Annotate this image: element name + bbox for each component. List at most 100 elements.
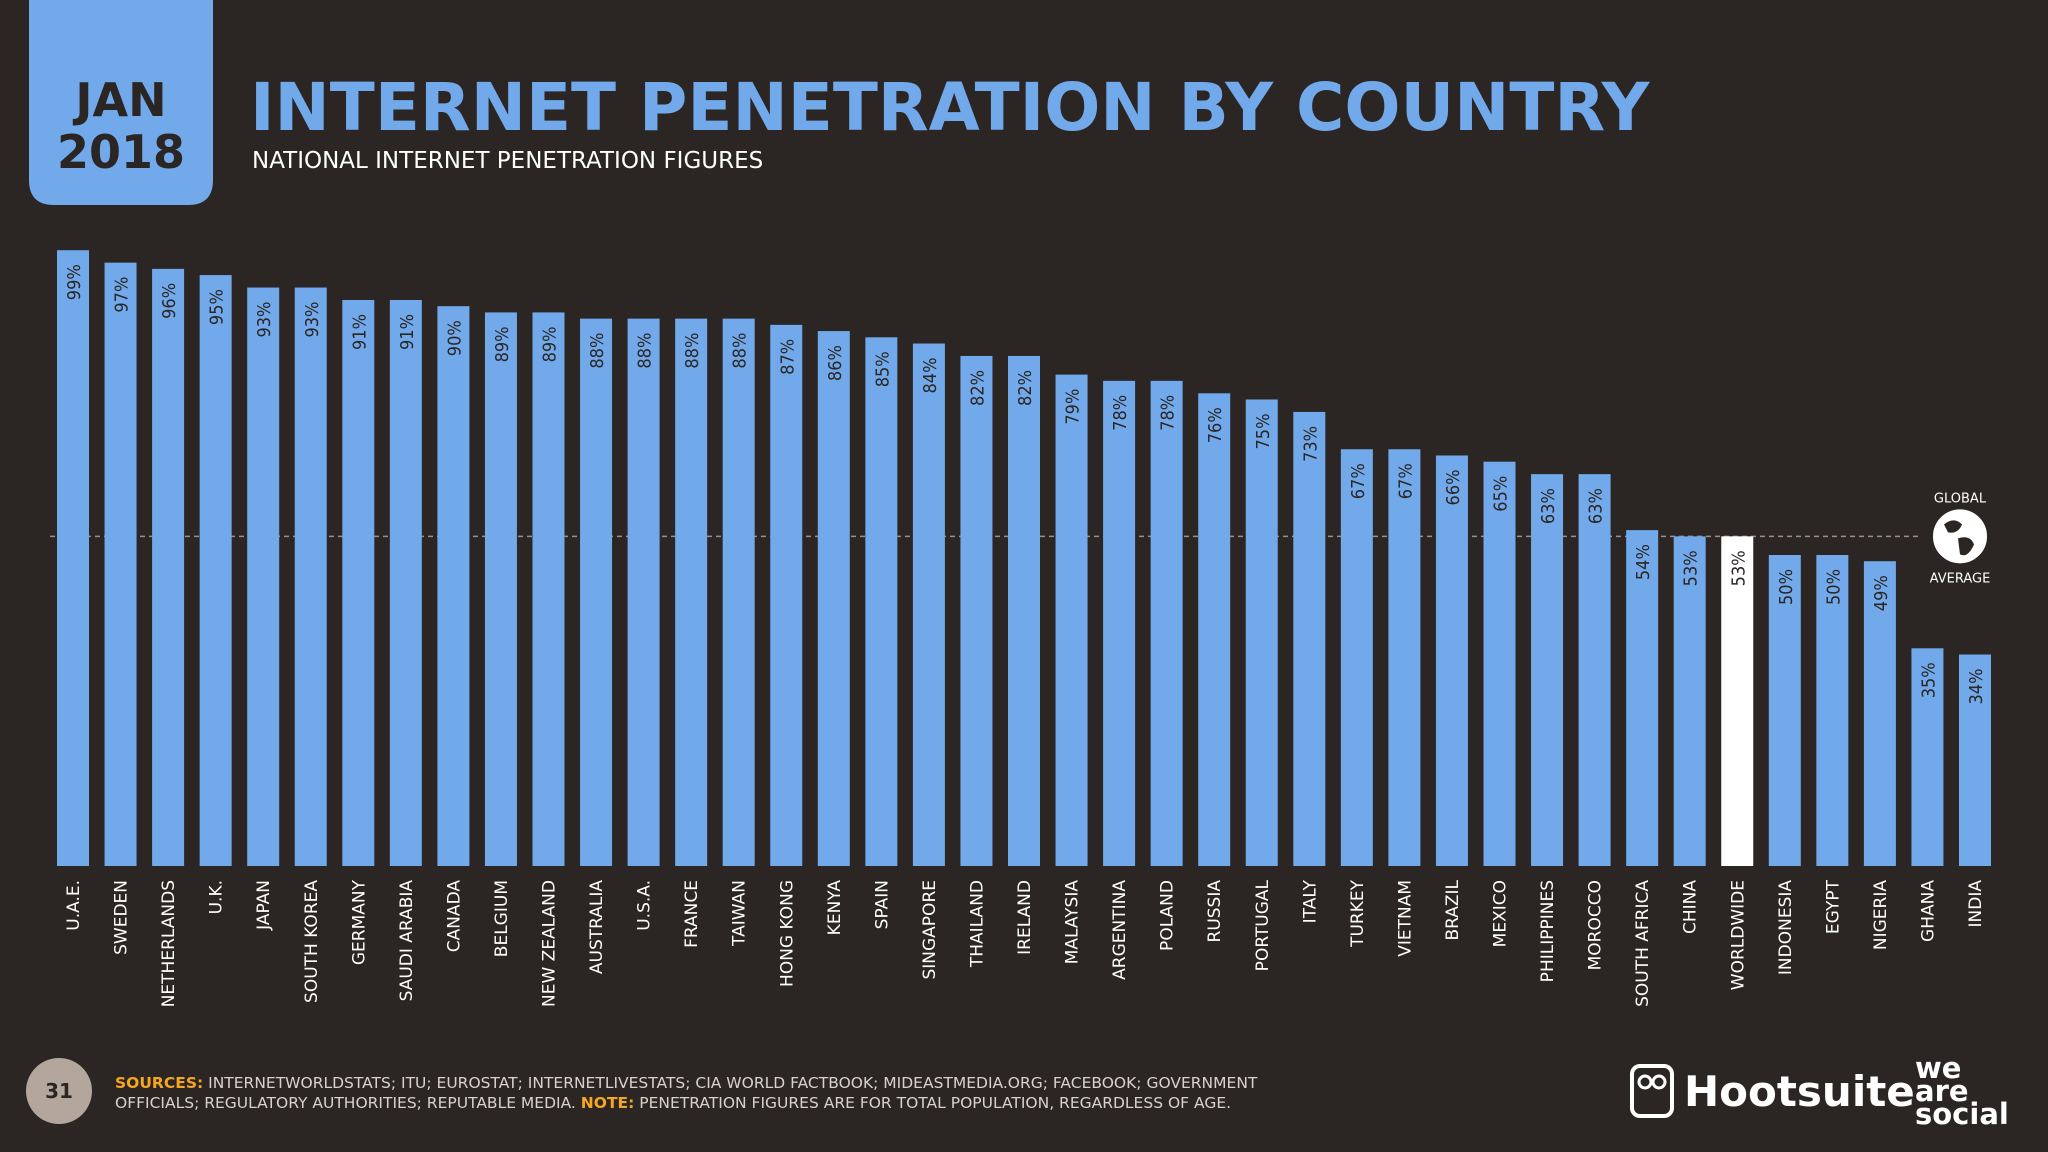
- bar: [1435, 455, 1468, 866]
- page-number: 31: [45, 1079, 73, 1103]
- value-label: 50%: [1776, 569, 1797, 605]
- value-label: 88%: [682, 333, 703, 369]
- bar: [912, 343, 945, 866]
- note-label: NOTE:: [581, 1094, 635, 1112]
- value-label: 34%: [1966, 669, 1987, 705]
- value-label: 91%: [349, 314, 370, 350]
- brand-was: social: [1915, 1097, 2009, 1131]
- category-label: TAIWAN: [730, 880, 750, 947]
- category-label: POLAND: [1158, 880, 1178, 951]
- chart: 99% U.A.E. 97% SWEDEN 96% NETHERLANDS 95% U.K. 9…: [50, 250, 1991, 1007]
- value-label: 87%: [777, 339, 798, 375]
- value-label: 95%: [207, 289, 228, 325]
- bar: [817, 331, 850, 867]
- category-label: EGYPT: [1823, 879, 1843, 934]
- value-label: 49%: [1871, 575, 1892, 611]
- bar: [57, 250, 89, 867]
- bar: [152, 268, 185, 866]
- bar: [437, 306, 470, 866]
- value-label: 89%: [540, 326, 561, 362]
- value-label: 96%: [159, 283, 180, 319]
- value-label: 73%: [1300, 426, 1321, 462]
- value-label: 84%: [920, 358, 941, 394]
- bar: [199, 275, 232, 867]
- brand-hootsuite: Hootsuite: [1684, 1067, 1915, 1116]
- category-label: GHANA: [1918, 880, 1938, 942]
- category-label: ARGENTINA: [1110, 880, 1130, 980]
- category-label: PORTUGAL: [1253, 879, 1273, 971]
- category-label: AUSTRALIA: [587, 880, 607, 974]
- value-label: 79%: [1063, 389, 1084, 425]
- brand-was: we: [1915, 1051, 1961, 1085]
- bar: [247, 287, 280, 866]
- category-label: MALAYSIA: [1063, 880, 1083, 965]
- bar: [1959, 654, 1991, 866]
- category-label: SWEDEN: [112, 880, 132, 955]
- date-badge: [29, 0, 213, 205]
- value-label: 67%: [1348, 463, 1369, 499]
- category-label: INDIA: [1966, 880, 1986, 928]
- category-label: ITALY: [1300, 879, 1320, 923]
- bar: [1388, 449, 1421, 866]
- category-label: CHINA: [1681, 880, 1701, 934]
- bar: [294, 287, 327, 866]
- title: INTERNET PENETRATION BY COUNTRY: [250, 69, 1651, 146]
- sources-line-2: OFFICIALS; REGULATORY AUTHORITIES; REPUT…: [115, 1094, 1231, 1112]
- category-label: NEW ZEALAND: [540, 880, 560, 1007]
- bar: [1626, 530, 1659, 866]
- category-label: GERMANY: [349, 879, 369, 965]
- category-label: JAPAN: [254, 880, 274, 931]
- bar: [1245, 399, 1278, 866]
- category-label: KENYA: [825, 880, 845, 936]
- bar: [1293, 411, 1326, 866]
- category-label: SAUDI ARABIA: [397, 880, 417, 1002]
- brand-was: are: [1915, 1074, 1969, 1108]
- bar: [1673, 536, 1706, 866]
- badge-month: JAN: [72, 73, 166, 127]
- bar: [104, 262, 137, 866]
- value-label: 76%: [1205, 407, 1226, 443]
- bar: [1721, 536, 1754, 866]
- value-label: 93%: [302, 302, 323, 338]
- bar: [1198, 393, 1231, 866]
- category-label: HONG KONG: [777, 880, 797, 987]
- badge-year: 2018: [57, 125, 185, 179]
- sources-line-1: SOURCES: INTERNETWORLDSTATS; ITU; EUROST…: [115, 1074, 1258, 1092]
- note-text: PENETRATION FIGURES ARE FOR TOTAL POPULA…: [639, 1094, 1231, 1112]
- category-label: CANADA: [444, 880, 464, 953]
- bar: [342, 299, 375, 867]
- value-label: 66%: [1443, 469, 1464, 505]
- value-label: 82%: [1015, 370, 1036, 406]
- category-label: IRELAND: [1015, 880, 1035, 955]
- bar: [1816, 555, 1849, 866]
- value-label: 63%: [1538, 488, 1559, 524]
- category-label: U.S.A.: [635, 880, 655, 931]
- sources-text: INTERNETWORLDSTATS; ITU; EUROSTAT; INTER…: [208, 1074, 1258, 1092]
- value-label: 78%: [1110, 395, 1131, 431]
- bar: [865, 337, 898, 866]
- value-label: 65%: [1491, 476, 1512, 512]
- average-label-bottom: AVERAGE: [1930, 571, 1991, 586]
- bar: [1531, 474, 1564, 866]
- category-label: FRANCE: [682, 880, 702, 948]
- category-label: PHILIPPINES: [1538, 880, 1558, 982]
- value-label: 85%: [872, 351, 893, 387]
- value-label: 88%: [730, 333, 751, 369]
- owl-eye: [1651, 1074, 1667, 1090]
- value-label: 53%: [1728, 550, 1749, 586]
- category-label: RUSSIA: [1205, 880, 1225, 943]
- category-label: U.K.: [207, 880, 227, 914]
- category-label: NIGERIA: [1871, 880, 1891, 950]
- owl-icon: [1630, 1064, 1674, 1118]
- category-label: TURKEY: [1348, 879, 1368, 948]
- globe-land: [1944, 520, 1974, 556]
- category-label: MOROCCO: [1586, 880, 1606, 970]
- category-label: SOUTH KOREA: [302, 880, 322, 1003]
- value-label: 93%: [254, 302, 275, 338]
- page-badge: [26, 1058, 92, 1124]
- sources-text-2: OFFICIALS; REGULATORY AUTHORITIES; REPUT…: [115, 1094, 576, 1112]
- value-label: 88%: [587, 333, 608, 369]
- bar: [532, 312, 565, 866]
- bar: [1768, 555, 1801, 866]
